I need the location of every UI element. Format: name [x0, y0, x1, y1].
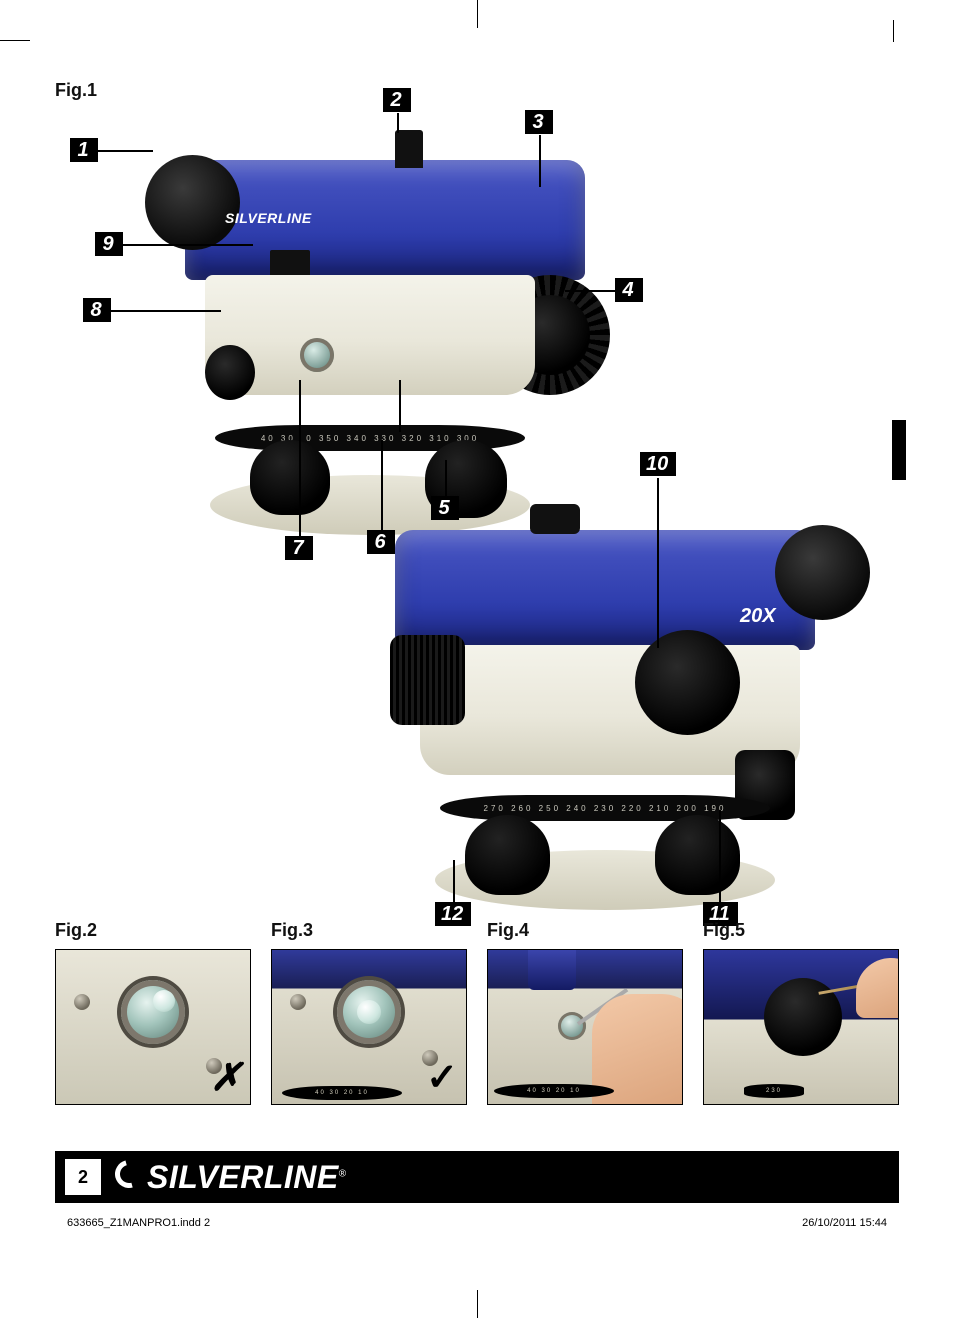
- print-metadata: 633665_Z1MANPRO1.indd 2 26/10/2011 15:44: [67, 1217, 887, 1229]
- figure-1-lower: 20X 270 260 250 240 230 220 210 200 190: [335, 480, 875, 930]
- callout-9: 9: [95, 232, 123, 256]
- brand-logo: SILVERLINE®: [115, 1159, 347, 1196]
- swoosh-icon: [115, 1160, 143, 1188]
- callout-7: 7: [285, 536, 313, 560]
- callout-4: 4: [615, 278, 643, 302]
- dial-mini: 230: [744, 1084, 804, 1098]
- crop-mark: [0, 40, 30, 41]
- figure-2-label: Fig.2: [55, 920, 251, 941]
- callout-8: 8: [83, 298, 111, 322]
- leader: [397, 113, 399, 133]
- file-stamp: 633665_Z1MANPRO1.indd 2: [67, 1217, 210, 1229]
- figure-3-label: Fig.3: [271, 920, 467, 941]
- content-area: Fig.1 SILVERLINE 40 30 0 350 340 330 320…: [55, 80, 899, 1245]
- callout-1: 1: [70, 138, 98, 162]
- dial-numbers-lower: 270 260 250 240 230 220 210 200 190: [484, 804, 727, 813]
- figure-5-label: Fig.5: [703, 920, 899, 941]
- figure-4-label: Fig.4: [487, 920, 683, 941]
- callout-2: 2: [383, 88, 411, 112]
- figure-5-thumb: 230: [703, 949, 899, 1105]
- crop-mark: [477, 0, 478, 28]
- leader: [657, 478, 659, 648]
- callout-10: 10: [640, 452, 676, 476]
- dial-mini: 40 30 20 10: [494, 1084, 614, 1098]
- leader: [123, 244, 253, 246]
- leader: [539, 135, 541, 187]
- figure-2-thumb: ✗: [55, 949, 251, 1105]
- figure-4-thumb: 40 30 20 10: [487, 949, 683, 1105]
- brand-on-product: SILVERLINE: [225, 210, 312, 226]
- brand-text: SILVERLINE: [147, 1159, 339, 1195]
- figure-1-label: Fig.1: [55, 80, 97, 101]
- page-number: 2: [65, 1159, 101, 1195]
- crop-mark: [893, 20, 894, 42]
- leader: [299, 380, 301, 536]
- leader: [111, 310, 221, 312]
- leader: [98, 150, 153, 152]
- date-stamp: 26/10/2011 15:44: [802, 1217, 887, 1229]
- leader: [453, 860, 455, 902]
- check-mark-icon: ✓: [426, 1055, 458, 1100]
- cross-mark-icon: ✗: [210, 1055, 242, 1100]
- magnification-label: 20X: [740, 605, 776, 628]
- thumbnail-row: Fig.2 ✗ Fig.3 40 30 20 10 ✓: [55, 920, 899, 1125]
- dial-mini: 40 30 20 10: [282, 1086, 402, 1100]
- page: Fig.1 SILVERLINE 40 30 0 350 340 330 320…: [0, 0, 954, 1318]
- leader: [565, 290, 615, 292]
- crop-mark: [477, 1290, 478, 1318]
- callout-3: 3: [525, 110, 553, 134]
- figure-3-thumb: 40 30 20 10 ✓: [271, 949, 467, 1105]
- leader: [719, 810, 721, 902]
- footer-bar: 2 SILVERLINE®: [55, 1151, 899, 1203]
